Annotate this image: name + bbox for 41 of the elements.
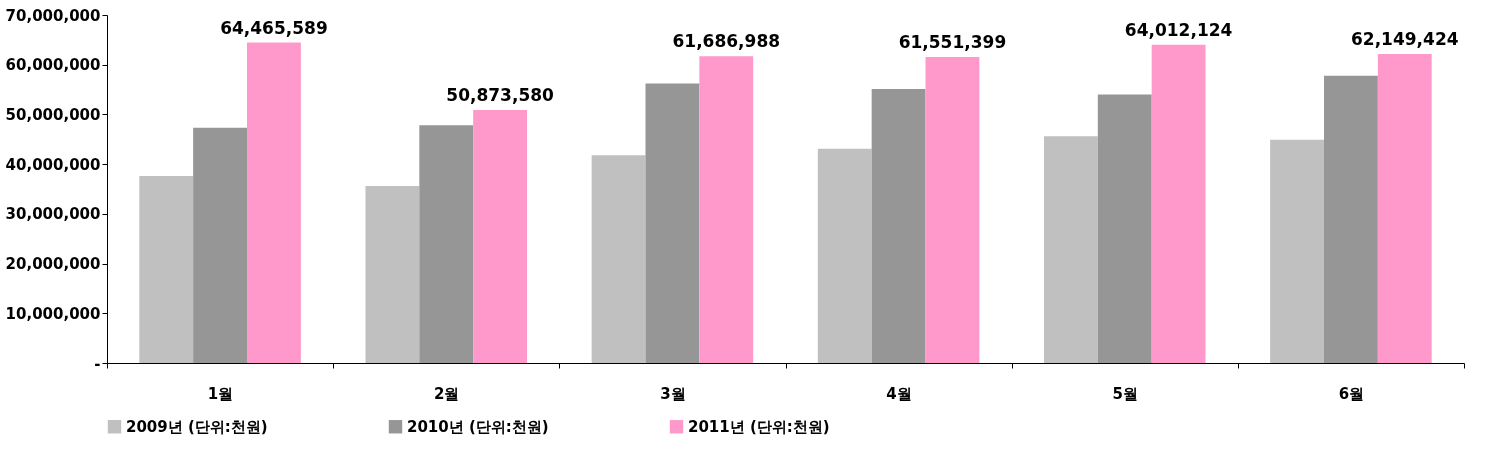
legend-label: 2011년 (단위:천원) <box>688 417 830 436</box>
bar <box>1043 136 1098 363</box>
bar <box>419 125 474 363</box>
legend-label: 2009년 (단위:천원) <box>126 417 268 436</box>
bar <box>871 89 926 363</box>
data-label: 62,149,424 <box>1350 29 1459 50</box>
data-label: 64,012,124 <box>1124 19 1233 40</box>
bar <box>591 155 646 363</box>
y-tick-label: 20,000,000 <box>5 255 101 274</box>
bar <box>1377 54 1432 363</box>
bar <box>817 148 872 363</box>
x-tick-label: 4월 <box>886 384 912 403</box>
data-label: 61,686,988 <box>672 31 781 52</box>
bar <box>1270 139 1324 363</box>
bar <box>1151 44 1206 363</box>
bar <box>247 42 301 363</box>
x-tick-label: 2월 <box>434 384 460 403</box>
data-label: 61,551,399 <box>898 32 1007 52</box>
legend-label: 2010년 (단위:천원) <box>407 417 549 436</box>
x-tick-label: 1월 <box>207 384 234 403</box>
y-tick-label: 50,000,000 <box>5 105 101 124</box>
bar <box>473 110 528 363</box>
y-tick-label: - <box>94 354 101 373</box>
bar <box>645 83 700 363</box>
bar <box>1097 94 1152 363</box>
bar <box>139 176 194 363</box>
data-label: 50,873,580 <box>446 85 555 106</box>
y-tick-label: 30,000,000 <box>5 205 101 224</box>
y-tick-label: 40,000,000 <box>5 155 101 174</box>
y-tick-label: 10,000,000 <box>5 304 101 323</box>
data-label: 64,465,589 <box>220 17 328 38</box>
bar <box>1323 75 1378 363</box>
x-tick-label: 6월 <box>1338 384 1365 403</box>
bar <box>699 56 754 363</box>
x-tick-label: 3월 <box>660 384 686 403</box>
y-tick-label: 60,000,000 <box>5 56 101 75</box>
x-tick-label: 5월 <box>1112 384 1138 403</box>
bar <box>193 127 248 363</box>
y-tick-label: 70,000,000 <box>5 6 101 25</box>
bar <box>925 57 980 363</box>
bar <box>365 186 420 363</box>
